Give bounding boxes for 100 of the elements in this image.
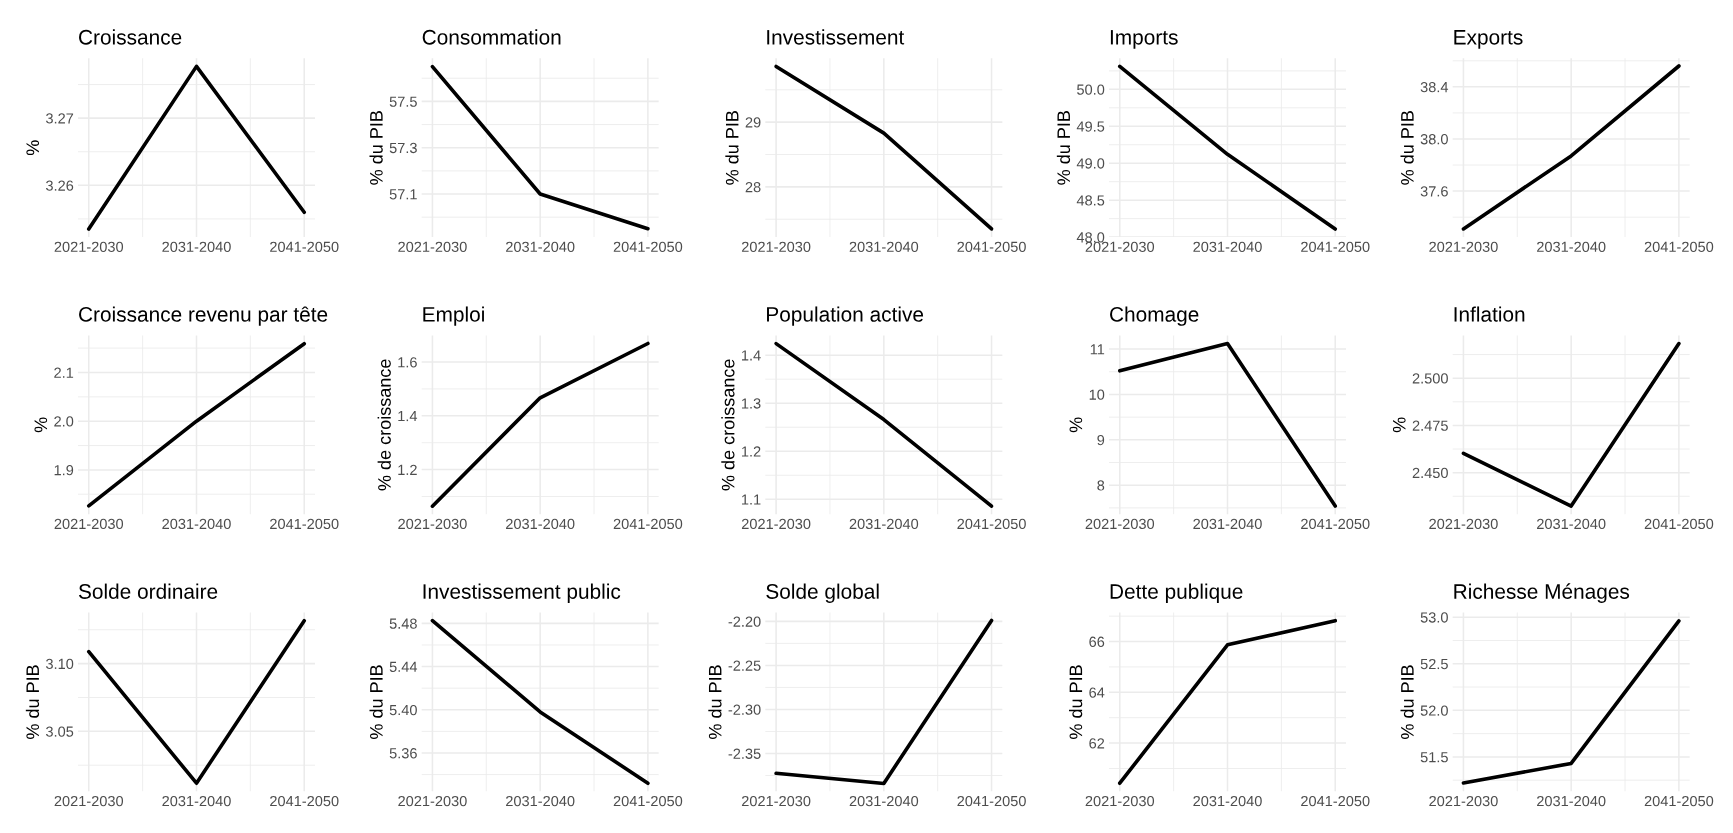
y-tick-label: 38.0 [1420,134,1448,145]
y-tick-label: 2.1 [54,367,74,378]
y-tick-label: 48.0 [1076,232,1105,243]
y-axis-title: % du PIB [25,665,40,739]
x-tick-label: 2041-2050 [270,241,339,252]
x-tick-label: 2041-2050 [613,518,683,530]
x-tick-label: 2021-2030 [741,241,811,252]
y-axis-title: % du PIB [1400,665,1414,739]
x-tick-label: 2021-2030 [54,241,124,252]
chart-title: Exports [1454,30,1523,49]
y-tick-label: 51.5 [1420,752,1448,763]
y-tick-label: 3.10 [45,658,74,670]
y-axis-title: % [34,417,48,433]
y-axis-title: % du PIB [708,665,722,739]
x-tick-label: 2031-2040 [1193,241,1262,252]
y-tick-label: 1.6 [398,357,417,368]
x-tick-label: 2031-2040 [1193,795,1262,807]
x-tick-label: 2031-2040 [1537,518,1606,530]
y-tick-label: 11 [1090,344,1105,355]
x-tick-label: 2041-2050 [957,518,1026,530]
x-tick-label: 2021-2030 [1085,518,1155,530]
chart-title: Emploi [423,306,484,326]
y-tick-label: 2.475 [1412,420,1448,431]
y-tick-label: 2.450 [1412,467,1448,479]
x-tick-label: 2021-2030 [1429,795,1498,807]
y-tick-label: 5.48 [389,618,417,629]
x-tick-label: 2031-2040 [1537,795,1606,807]
x-tick-label: 2021-2030 [1429,518,1498,530]
x-tick-label: 2041-2050 [957,795,1026,807]
y-tick-label: 2.0 [54,416,74,427]
y-axis-title: % de croissance [721,359,735,491]
chart-title: Consommation [422,29,561,45]
x-tick-label: 2031-2040 [849,795,919,807]
x-tick-label: 2021-2030 [398,795,467,807]
x-tick-label: 2031-2040 [162,518,231,530]
x-tick-label: 2041-2050 [1644,795,1714,807]
x-tick-label: 2041-2050 [1644,518,1714,530]
x-tick-label: 2031-2040 [1193,518,1262,530]
chart-title: Solde global [766,583,879,603]
y-tick-label: 1.4 [398,411,418,422]
y-tick-label: 1.2 [398,464,417,475]
x-tick-label: 2031-2040 [506,518,575,530]
x-tick-label: 2031-2040 [849,241,919,252]
y-axis-title: % [26,140,40,156]
x-tick-label: 2041-2050 [613,241,683,252]
x-tick-label: 2031-2040 [1537,241,1606,252]
y-tick-label: 28 [745,181,761,193]
x-tick-label: 2021-2030 [1085,795,1155,807]
y-tick-label: 3.26 [45,180,74,191]
x-tick-label: 2031-2040 [506,241,575,252]
y-tick-label: 3.27 [45,113,74,124]
x-tick-label: 2031-2040 [506,795,575,807]
y-tick-label: -2.35 [728,748,761,759]
y-tick-label: 52.0 [1420,705,1448,716]
y-tick-label: 29 [745,117,761,128]
y-axis-title: % [1069,417,1083,433]
y-tick-label: 9 [1097,434,1105,446]
x-tick-label: 2021-2030 [398,518,467,530]
chart-title: Investissement public [423,583,621,603]
y-axis-title: % du PIB [725,111,739,185]
y-tick-label: 53.0 [1420,612,1448,623]
y-tick-label: 66 [1089,636,1105,647]
chart-title: Croissance revenu par tête [79,306,328,326]
y-axis-title: % du PIB [1056,111,1071,185]
y-tick-label: 1.9 [54,464,74,476]
y-axis-title: % [1392,417,1406,433]
x-tick-label: 2041-2050 [270,518,339,530]
x-tick-label: 2041-2050 [1301,795,1370,807]
x-tick-label: 2031-2040 [849,518,919,530]
y-tick-label: 5.44 [389,661,418,672]
y-tick-label: 64 [1089,687,1105,698]
x-tick-label: 2041-2050 [1301,241,1370,252]
x-tick-label: 2021-2030 [1085,241,1155,252]
y-axis-title: % du PIB [369,665,383,739]
x-tick-label: 2041-2050 [957,241,1026,252]
x-tick-label: 2021-2030 [1429,241,1498,252]
y-tick-label: 57.5 [389,96,417,107]
chart-title: Richesse Ménages [1454,583,1630,603]
y-tick-label: 2.500 [1412,373,1448,384]
x-tick-label: 2041-2050 [1644,241,1714,252]
chart-title: Solde ordinaire [78,583,218,599]
y-tick-label: 1.1 [742,494,761,505]
x-tick-label: 2021-2030 [398,241,467,252]
x-tick-label: 2021-2030 [741,518,811,530]
y-tick-label: 38.4 [1420,81,1449,93]
chart-title: Croissance [79,29,182,45]
y-axis-title: % de croissance [377,359,391,491]
x-tick-label: 2021-2030 [741,795,811,807]
y-tick-label: 50.0 [1077,84,1105,95]
y-tick-label: 57.3 [389,142,417,154]
chart-title: Dette publique [1110,583,1243,603]
chart-title: Population active [767,306,924,326]
y-tick-label: -2.30 [728,704,761,715]
y-axis-title: % du PIB [369,111,383,185]
y-tick-label: 1.4 [742,350,761,361]
x-tick-label: 2031-2040 [162,241,231,252]
y-tick-label: 8 [1097,480,1105,491]
y-tick-label: 52.5 [1420,658,1448,670]
x-tick-label: 2031-2040 [162,795,231,807]
y-tick-label: 5.36 [389,748,417,759]
